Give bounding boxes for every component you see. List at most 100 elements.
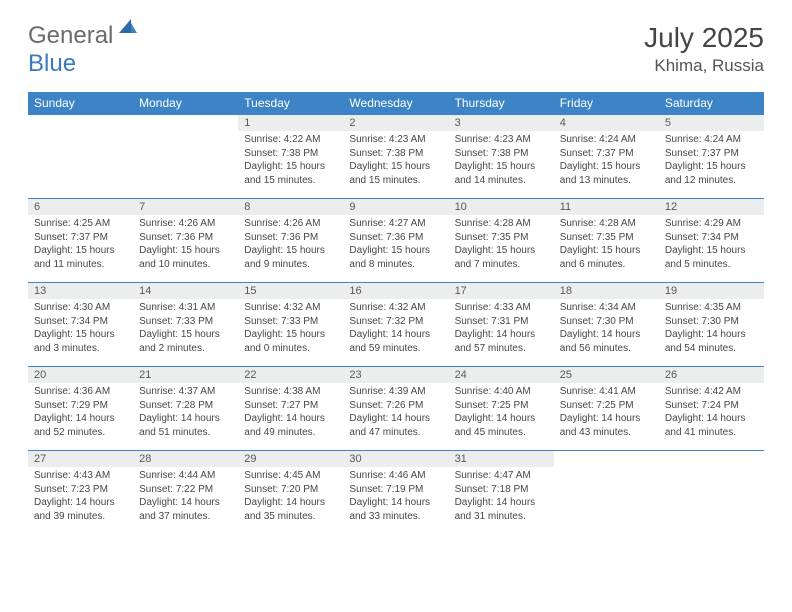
- day-details: Sunrise: 4:45 AMSunset: 7:20 PMDaylight:…: [238, 467, 343, 527]
- day-number: 20: [28, 366, 133, 383]
- day-cell: 21Sunrise: 4:37 AMSunset: 7:28 PMDayligh…: [133, 366, 238, 450]
- dayname-friday: Friday: [554, 92, 659, 114]
- day-details: Sunrise: 4:46 AMSunset: 7:19 PMDaylight:…: [343, 467, 448, 527]
- day-cell: [659, 450, 764, 534]
- week-row: 1Sunrise: 4:22 AMSunset: 7:38 PMDaylight…: [28, 114, 764, 198]
- day-number: 23: [343, 366, 448, 383]
- day-cell: 8Sunrise: 4:26 AMSunset: 7:36 PMDaylight…: [238, 198, 343, 282]
- logo: General Blue: [28, 22, 139, 78]
- day-cell: 22Sunrise: 4:38 AMSunset: 7:27 PMDayligh…: [238, 366, 343, 450]
- day-number: 8: [238, 198, 343, 215]
- day-details: Sunrise: 4:34 AMSunset: 7:30 PMDaylight:…: [554, 299, 659, 359]
- day-cell: 28Sunrise: 4:44 AMSunset: 7:22 PMDayligh…: [133, 450, 238, 534]
- calendar-table: SundayMondayTuesdayWednesdayThursdayFrid…: [28, 92, 764, 534]
- day-cell: 12Sunrise: 4:29 AMSunset: 7:34 PMDayligh…: [659, 198, 764, 282]
- day-details: Sunrise: 4:27 AMSunset: 7:36 PMDaylight:…: [343, 215, 448, 275]
- day-details: Sunrise: 4:47 AMSunset: 7:18 PMDaylight:…: [449, 467, 554, 527]
- day-details: Sunrise: 4:23 AMSunset: 7:38 PMDaylight:…: [449, 131, 554, 191]
- day-details: Sunrise: 4:28 AMSunset: 7:35 PMDaylight:…: [449, 215, 554, 275]
- day-details: Sunrise: 4:33 AMSunset: 7:31 PMDaylight:…: [449, 299, 554, 359]
- day-cell: 24Sunrise: 4:40 AMSunset: 7:25 PMDayligh…: [449, 366, 554, 450]
- empty-day: [554, 450, 659, 467]
- day-details: Sunrise: 4:39 AMSunset: 7:26 PMDaylight:…: [343, 383, 448, 443]
- day-number: 18: [554, 282, 659, 299]
- day-cell: 30Sunrise: 4:46 AMSunset: 7:19 PMDayligh…: [343, 450, 448, 534]
- day-details: Sunrise: 4:42 AMSunset: 7:24 PMDaylight:…: [659, 383, 764, 443]
- dayname-wednesday: Wednesday: [343, 92, 448, 114]
- week-row: 13Sunrise: 4:30 AMSunset: 7:34 PMDayligh…: [28, 282, 764, 366]
- empty-day: [659, 450, 764, 467]
- day-cell: 18Sunrise: 4:34 AMSunset: 7:30 PMDayligh…: [554, 282, 659, 366]
- dayname-monday: Monday: [133, 92, 238, 114]
- day-number: 30: [343, 450, 448, 467]
- day-cell: 14Sunrise: 4:31 AMSunset: 7:33 PMDayligh…: [133, 282, 238, 366]
- day-details: Sunrise: 4:24 AMSunset: 7:37 PMDaylight:…: [659, 131, 764, 191]
- day-cell: 25Sunrise: 4:41 AMSunset: 7:25 PMDayligh…: [554, 366, 659, 450]
- day-number: 13: [28, 282, 133, 299]
- day-details: Sunrise: 4:38 AMSunset: 7:27 PMDaylight:…: [238, 383, 343, 443]
- week-row: 20Sunrise: 4:36 AMSunset: 7:29 PMDayligh…: [28, 366, 764, 450]
- day-number: 19: [659, 282, 764, 299]
- day-cell: 19Sunrise: 4:35 AMSunset: 7:30 PMDayligh…: [659, 282, 764, 366]
- day-cell: 31Sunrise: 4:47 AMSunset: 7:18 PMDayligh…: [449, 450, 554, 534]
- day-cell: 16Sunrise: 4:32 AMSunset: 7:32 PMDayligh…: [343, 282, 448, 366]
- day-number: 16: [343, 282, 448, 299]
- day-details: Sunrise: 4:23 AMSunset: 7:38 PMDaylight:…: [343, 131, 448, 191]
- logo-text-a: General: [28, 22, 113, 49]
- day-details: Sunrise: 4:35 AMSunset: 7:30 PMDaylight:…: [659, 299, 764, 359]
- day-number: 6: [28, 198, 133, 215]
- day-cell: 7Sunrise: 4:26 AMSunset: 7:36 PMDaylight…: [133, 198, 238, 282]
- day-number: 5: [659, 114, 764, 131]
- day-cell: 23Sunrise: 4:39 AMSunset: 7:26 PMDayligh…: [343, 366, 448, 450]
- day-cell: 9Sunrise: 4:27 AMSunset: 7:36 PMDaylight…: [343, 198, 448, 282]
- day-cell: 15Sunrise: 4:32 AMSunset: 7:33 PMDayligh…: [238, 282, 343, 366]
- day-cell: [28, 114, 133, 198]
- day-details: Sunrise: 4:32 AMSunset: 7:32 PMDaylight:…: [343, 299, 448, 359]
- day-details: Sunrise: 4:41 AMSunset: 7:25 PMDaylight:…: [554, 383, 659, 443]
- day-number: 21: [133, 366, 238, 383]
- day-number: 31: [449, 450, 554, 467]
- day-number: 2: [343, 114, 448, 131]
- day-details: Sunrise: 4:24 AMSunset: 7:37 PMDaylight:…: [554, 131, 659, 191]
- day-details: Sunrise: 4:28 AMSunset: 7:35 PMDaylight:…: [554, 215, 659, 275]
- day-cell: 6Sunrise: 4:25 AMSunset: 7:37 PMDaylight…: [28, 198, 133, 282]
- week-row: 27Sunrise: 4:43 AMSunset: 7:23 PMDayligh…: [28, 450, 764, 534]
- day-details: Sunrise: 4:40 AMSunset: 7:25 PMDaylight:…: [449, 383, 554, 443]
- empty-day: [133, 114, 238, 131]
- day-number: 24: [449, 366, 554, 383]
- dayname-sunday: Sunday: [28, 92, 133, 114]
- day-number: 4: [554, 114, 659, 131]
- day-number: 29: [238, 450, 343, 467]
- day-details: Sunrise: 4:32 AMSunset: 7:33 PMDaylight:…: [238, 299, 343, 359]
- day-details: Sunrise: 4:30 AMSunset: 7:34 PMDaylight:…: [28, 299, 133, 359]
- day-cell: 29Sunrise: 4:45 AMSunset: 7:20 PMDayligh…: [238, 450, 343, 534]
- header-right: July 2025 Khima, Russia: [644, 22, 764, 76]
- day-number: 14: [133, 282, 238, 299]
- day-number: 12: [659, 198, 764, 215]
- dayname-tuesday: Tuesday: [238, 92, 343, 114]
- day-cell: 26Sunrise: 4:42 AMSunset: 7:24 PMDayligh…: [659, 366, 764, 450]
- day-cell: 20Sunrise: 4:36 AMSunset: 7:29 PMDayligh…: [28, 366, 133, 450]
- dayname-saturday: Saturday: [659, 92, 764, 114]
- day-cell: [133, 114, 238, 198]
- day-cell: [554, 450, 659, 534]
- day-details: Sunrise: 4:26 AMSunset: 7:36 PMDaylight:…: [238, 215, 343, 275]
- day-cell: 17Sunrise: 4:33 AMSunset: 7:31 PMDayligh…: [449, 282, 554, 366]
- header: General Blue July 2025 Khima, Russia: [28, 22, 764, 78]
- day-number: 10: [449, 198, 554, 215]
- day-cell: 2Sunrise: 4:23 AMSunset: 7:38 PMDaylight…: [343, 114, 448, 198]
- day-number: 27: [28, 450, 133, 467]
- day-cell: 27Sunrise: 4:43 AMSunset: 7:23 PMDayligh…: [28, 450, 133, 534]
- day-cell: 11Sunrise: 4:28 AMSunset: 7:35 PMDayligh…: [554, 198, 659, 282]
- day-details: Sunrise: 4:26 AMSunset: 7:36 PMDaylight:…: [133, 215, 238, 275]
- day-details: Sunrise: 4:36 AMSunset: 7:29 PMDaylight:…: [28, 383, 133, 443]
- day-cell: 4Sunrise: 4:24 AMSunset: 7:37 PMDaylight…: [554, 114, 659, 198]
- day-cell: 10Sunrise: 4:28 AMSunset: 7:35 PMDayligh…: [449, 198, 554, 282]
- day-details: Sunrise: 4:29 AMSunset: 7:34 PMDaylight:…: [659, 215, 764, 275]
- day-details: Sunrise: 4:44 AMSunset: 7:22 PMDaylight:…: [133, 467, 238, 527]
- day-details: Sunrise: 4:43 AMSunset: 7:23 PMDaylight:…: [28, 467, 133, 527]
- day-cell: 13Sunrise: 4:30 AMSunset: 7:34 PMDayligh…: [28, 282, 133, 366]
- dayname-row: SundayMondayTuesdayWednesdayThursdayFrid…: [28, 92, 764, 114]
- day-number: 9: [343, 198, 448, 215]
- day-number: 25: [554, 366, 659, 383]
